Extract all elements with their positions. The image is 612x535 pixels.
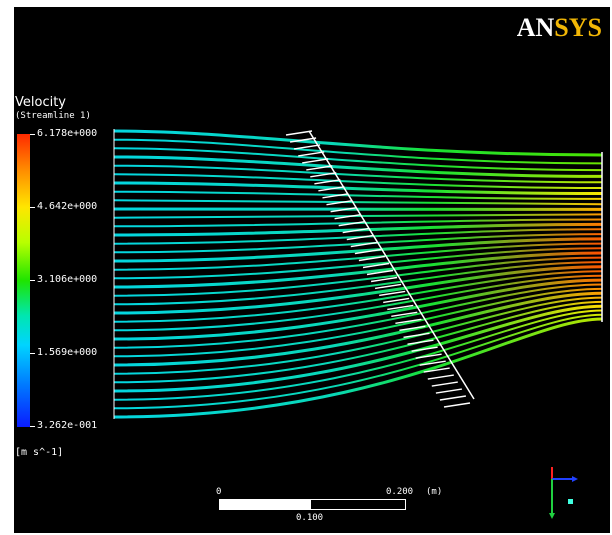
streamline bbox=[113, 309, 603, 401]
streamline bbox=[113, 251, 603, 289]
legend-tick-mark bbox=[30, 426, 35, 427]
streamline bbox=[113, 287, 603, 358]
streamline bbox=[113, 291, 603, 367]
streamline bbox=[113, 213, 603, 219]
streamline bbox=[113, 313, 603, 410]
legend-subtitle: (Streamline 1) bbox=[15, 111, 91, 121]
legend-title: Velocity bbox=[15, 95, 66, 110]
streamline bbox=[113, 199, 603, 206]
scale-label-mid: 0.100 bbox=[296, 513, 324, 523]
streamline bbox=[113, 155, 603, 178]
blade-row bbox=[285, 130, 475, 408]
streamline-plot bbox=[113, 129, 603, 419]
scale-bar bbox=[219, 499, 406, 510]
streamline bbox=[113, 256, 603, 297]
streamline bbox=[113, 317, 603, 419]
streamline bbox=[113, 261, 603, 306]
streamline bbox=[113, 247, 603, 280]
legend-tick-mark bbox=[30, 134, 35, 135]
streamline bbox=[113, 278, 603, 341]
streamline bbox=[113, 138, 603, 165]
streamline bbox=[113, 270, 603, 323]
axis-triad-icon bbox=[549, 467, 578, 519]
legend-colorbar bbox=[17, 134, 30, 427]
legend-tick-mark bbox=[30, 353, 35, 354]
scale-bar-fill bbox=[220, 500, 311, 509]
legend-tick-label: 1.569e+000 bbox=[37, 347, 98, 358]
streamline bbox=[113, 265, 603, 315]
scale-label-end: 0.200 bbox=[386, 487, 414, 497]
scale-label-start: 0 bbox=[216, 487, 222, 497]
streamline bbox=[113, 274, 603, 332]
streamline bbox=[113, 164, 603, 184]
graphics-viewport[interactable]: ANSYS Velocity (Streamline 1) 6.178e+000… bbox=[14, 7, 610, 533]
streamline bbox=[113, 173, 603, 189]
legend-tick-mark bbox=[30, 207, 35, 208]
legend-tick-mark bbox=[30, 280, 35, 281]
ansys-logo: ANSYS bbox=[516, 13, 602, 42]
legend-tick-label: 4.642e+000 bbox=[37, 201, 98, 212]
scale-label-unit: (m) bbox=[426, 487, 443, 497]
legend-tick-label: 3.262e-001 bbox=[37, 420, 98, 431]
streamline bbox=[113, 304, 603, 393]
streamline bbox=[113, 147, 603, 172]
streamline bbox=[113, 242, 603, 271]
legend-tick-label: 6.178e+000 bbox=[37, 128, 98, 139]
legend-units: [m s^-1] bbox=[15, 447, 64, 458]
streamline bbox=[113, 283, 603, 349]
legend-tick-label: 3.106e+000 bbox=[37, 274, 98, 285]
streamline bbox=[113, 129, 603, 157]
